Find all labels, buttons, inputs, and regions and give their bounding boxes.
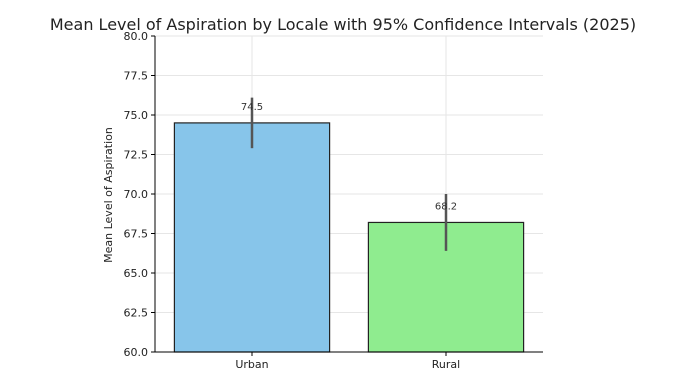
y-tick-label: 72.5 — [124, 149, 149, 162]
chart-title: Mean Level of Aspiration by Locale with … — [50, 15, 636, 34]
y-axis-label: Mean Level of Aspiration — [102, 127, 115, 263]
y-tick-label: 62.5 — [124, 307, 149, 320]
axes — [151, 35, 543, 356]
y-tick-label: 67.5 — [124, 228, 149, 241]
y-tick-label: 60.0 — [124, 346, 149, 359]
x-tick-label-urban: Urban — [235, 358, 268, 370]
labels: 60.0 62.5 65.0 67.5 70.0 72.5 75.0 77.5 80.0 74.5… — [124, 30, 461, 371]
x-tick-label-rural: Rural — [432, 358, 460, 370]
data-label-rural: 68.2 — [435, 201, 457, 212]
bars — [173, 97, 525, 353]
y-tick-label: 80.0 — [124, 30, 149, 43]
y-tick-label: 77.5 — [124, 70, 149, 83]
y-tick-label: 70.0 — [124, 188, 149, 201]
bar-urban — [173, 122, 331, 353]
data-label-urban: 74.5 — [241, 102, 263, 113]
y-tick-label: 75.0 — [124, 109, 149, 122]
y-tick-label: 65.0 — [124, 267, 149, 280]
